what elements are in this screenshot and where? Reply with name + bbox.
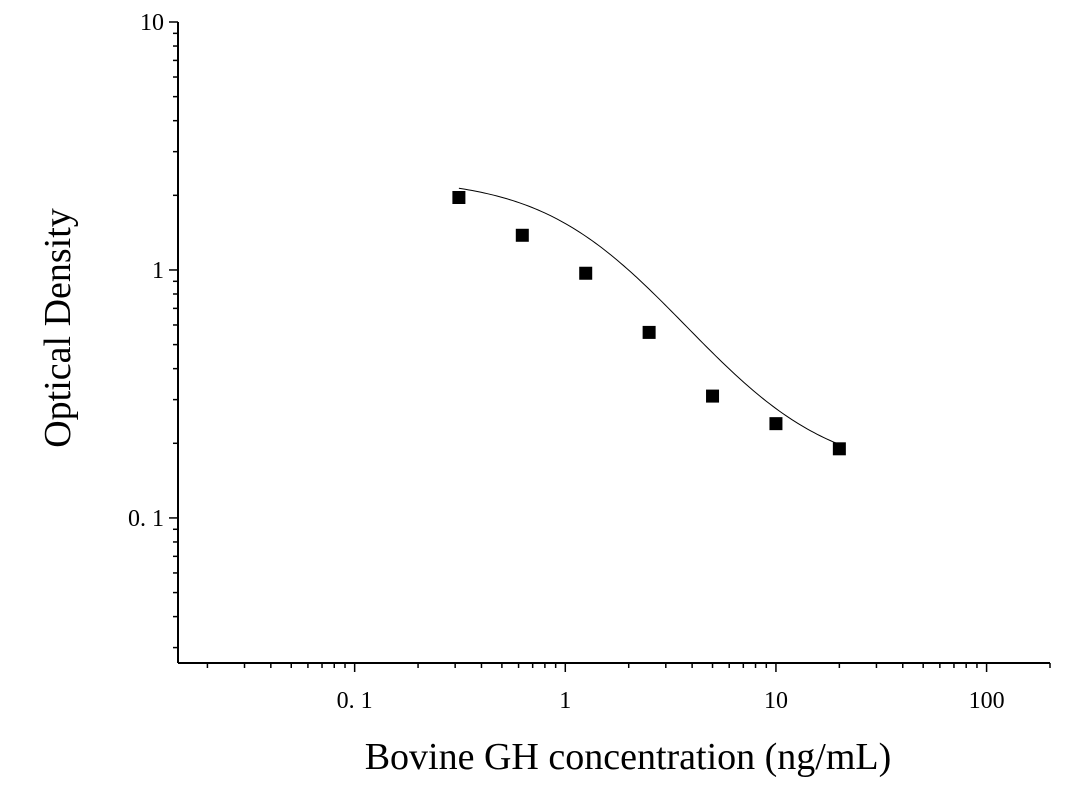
data-point — [579, 266, 593, 280]
y-tick-label: 0. 1 — [128, 506, 164, 532]
data-point — [832, 442, 846, 456]
data-points — [452, 190, 846, 456]
x-tick-label: 0. 1 — [337, 688, 373, 714]
fit-curve — [458, 187, 840, 445]
x-tick-label: 100 — [969, 688, 1005, 714]
x-tick-label: 10 — [764, 688, 788, 714]
x-axis-label: Bovine GH concentration (ng/mL) — [365, 736, 892, 778]
y-tick-label: 1 — [152, 258, 164, 284]
tick-labels: 0. 1 1 10 100 0. 1 1 10 — [128, 10, 1005, 714]
y-tick-label: 10 — [140, 10, 164, 36]
y-axis-label: Optical Density — [37, 208, 79, 448]
data-point — [452, 190, 466, 204]
data-point — [515, 228, 529, 242]
data-point — [706, 389, 720, 403]
data-point — [642, 325, 656, 339]
axes — [177, 22, 1050, 664]
ticks — [169, 21, 1051, 672]
data-point — [769, 417, 783, 431]
x-tick-label: 1 — [559, 688, 571, 714]
